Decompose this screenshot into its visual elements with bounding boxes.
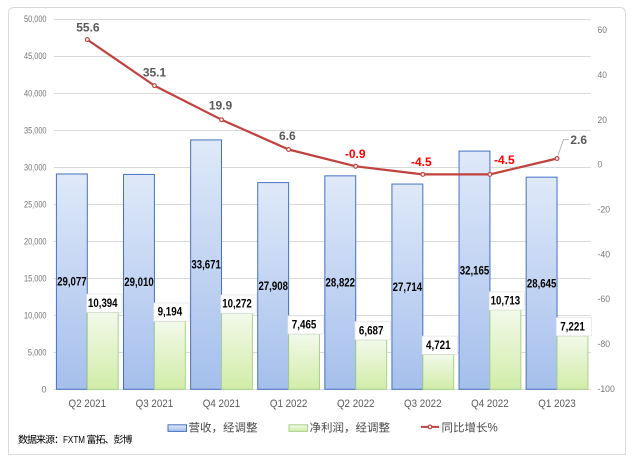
svg-text:15,000: 15,000 <box>24 273 47 283</box>
svg-text:Q4 2022: Q4 2022 <box>471 398 509 410</box>
svg-text:6.6: 6.6 <box>279 129 296 143</box>
svg-text:25,000: 25,000 <box>24 199 47 209</box>
svg-text:0: 0 <box>41 385 46 395</box>
svg-text:-100: -100 <box>598 384 615 394</box>
svg-text:Q4 2021: Q4 2021 <box>203 398 241 410</box>
svg-text:4,721: 4,721 <box>426 340 451 352</box>
svg-text:10,394: 10,394 <box>88 298 118 310</box>
svg-text:20,000: 20,000 <box>24 236 47 246</box>
svg-text:30,000: 30,000 <box>24 162 47 172</box>
svg-text:Q2 2022: Q2 2022 <box>337 398 375 410</box>
svg-text:FXTM: FXTM <box>63 434 85 446</box>
svg-text:19.9: 19.9 <box>209 99 233 113</box>
svg-text:-60: -60 <box>598 294 611 304</box>
svg-text:-4.5: -4.5 <box>411 155 432 169</box>
svg-text:40: 40 <box>598 70 607 80</box>
svg-text:7,221: 7,221 <box>560 321 585 333</box>
svg-text:10,272: 10,272 <box>222 299 252 311</box>
svg-text:27,714: 27,714 <box>393 282 423 294</box>
svg-text:Q1 2022: Q1 2022 <box>270 398 308 410</box>
svg-text:35.1: 35.1 <box>143 65 167 79</box>
svg-text:-0.9: -0.9 <box>345 147 366 161</box>
svg-text:60: 60 <box>598 25 607 35</box>
svg-text:9,194: 9,194 <box>158 307 183 319</box>
svg-text:28,645: 28,645 <box>527 278 557 290</box>
svg-text:33,671: 33,671 <box>191 260 221 272</box>
svg-text:29,077: 29,077 <box>57 277 87 289</box>
svg-text:7,465: 7,465 <box>292 320 317 332</box>
svg-text:20: 20 <box>598 115 607 125</box>
svg-text:Q3 2021: Q3 2021 <box>136 398 174 410</box>
svg-text:29,010: 29,010 <box>124 277 154 289</box>
svg-text:50,000: 50,000 <box>24 14 47 24</box>
svg-text:Q2 2021: Q2 2021 <box>69 398 107 410</box>
svg-text:%: % <box>488 423 498 435</box>
svg-text:-4.5: -4.5 <box>494 153 515 167</box>
svg-text:-20: -20 <box>598 205 611 215</box>
svg-text:55.6: 55.6 <box>76 20 100 34</box>
svg-text:40,000: 40,000 <box>24 88 47 98</box>
svg-text:10,713: 10,713 <box>491 296 521 308</box>
svg-text:35,000: 35,000 <box>24 125 47 135</box>
svg-text:-40: -40 <box>598 249 611 259</box>
svg-text:45,000: 45,000 <box>24 51 47 61</box>
svg-text:10,000: 10,000 <box>24 310 47 320</box>
svg-text:5,000: 5,000 <box>28 348 47 358</box>
svg-text:0: 0 <box>598 160 603 170</box>
svg-text:27,908: 27,908 <box>258 281 288 293</box>
svg-text:Q3 2022: Q3 2022 <box>404 398 442 410</box>
svg-text:-80: -80 <box>598 339 611 349</box>
svg-text:2.6: 2.6 <box>570 133 587 147</box>
svg-text:6,687: 6,687 <box>359 325 384 337</box>
svg-text:32,165: 32,165 <box>460 265 490 277</box>
svg-text:28,822: 28,822 <box>326 278 356 290</box>
svg-text:Q1 2023: Q1 2023 <box>538 398 576 410</box>
